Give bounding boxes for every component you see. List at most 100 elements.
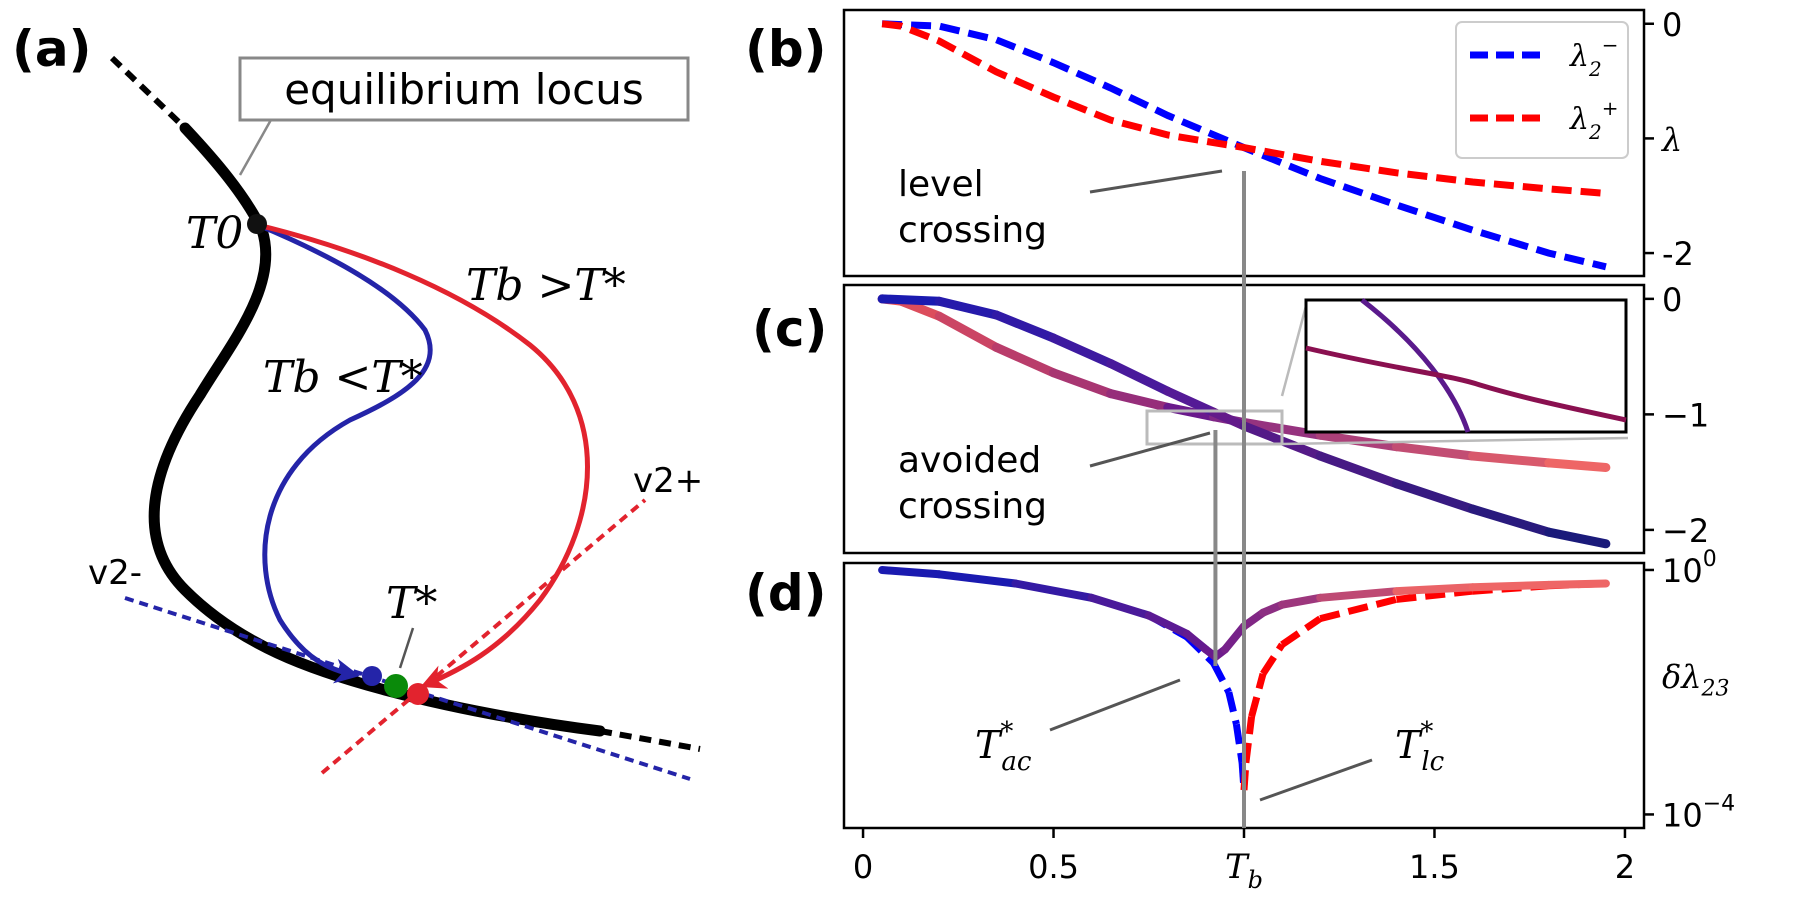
trajectory-red: [257, 222, 590, 689]
series-segment-c-1-0: [877, 294, 944, 306]
trajectory-blue: [257, 222, 433, 684]
inset-frame: [1304, 298, 1628, 434]
series-segment-c-1-10: [1468, 504, 1554, 537]
series-line-b-1: [881, 20, 1607, 197]
series-segment-d-0-8: [1232, 723, 1246, 764]
series-segment-d-1-14: [1468, 580, 1553, 592]
series-segment-d-1-3: [1087, 593, 1153, 620]
tstar-label: T*: [386, 578, 437, 629]
zoom-connector-top: [1280, 305, 1308, 397]
series-segment-d-1-13: [1392, 583, 1477, 596]
v2-minus-direction-line: [124, 596, 691, 781]
xtick-label: Tb: [1225, 847, 1263, 894]
series-segment-d-0-14: [1280, 615, 1323, 648]
zoom-inset: [1304, 298, 1628, 434]
level-crossing-label-line2: crossing: [898, 210, 1047, 251]
series-segment-d-1-12: [1316, 587, 1401, 602]
xtick-label: 2: [1615, 848, 1635, 886]
inset-curve-blue-branch: [1360, 298, 1471, 433]
locus-dashed-bottom: [599, 728, 701, 752]
series-segment-d-0-15: [1319, 596, 1398, 622]
series-line-b-0: [881, 20, 1607, 271]
blue-endpoint: [362, 666, 382, 686]
level-crossing-leader: [1089, 169, 1223, 194]
panel-b-legend: λ2− λ2+: [1455, 21, 1629, 159]
tlc-leader: [1259, 758, 1373, 802]
series-segment-d-0-7: [1225, 691, 1240, 726]
ytick-label: 0: [1662, 281, 1682, 319]
tb-less-label: Tb <T*: [263, 352, 423, 403]
series-segment-c-1-8: [1315, 451, 1401, 489]
series-segment-c-1-5: [1163, 386, 1218, 417]
series-segment-d-1-0: [878, 566, 944, 579]
avoided-crossing-leader: [1089, 431, 1211, 468]
series-segment-c-0-2: [934, 311, 1001, 352]
ytick-label: −1: [1662, 396, 1709, 434]
series-segment-d-0-13: [1260, 642, 1286, 676]
panel-c: (c) avoided crossing: [752, 283, 1646, 555]
panel-b: (b) λ2− λ2+ level crossing: [745, 8, 1646, 278]
v2-plus-label: v2+: [633, 461, 703, 501]
panel-label-c: (c): [752, 300, 827, 358]
series-segment-c-1-4: [1106, 359, 1173, 396]
zoom-connector-bottom: [1281, 436, 1629, 446]
series-segment-d-1-5: [1182, 629, 1210, 654]
series-segment-c-1-2: [991, 310, 1058, 343]
series-segment-c-0-12: [1544, 458, 1611, 472]
panel-label-a: (a): [12, 20, 91, 78]
series-segment-c-0-4: [1049, 368, 1116, 399]
panel-a-schematic: (a) equilibrium locus T0 Tb >T* Tb <T* T…: [12, 20, 703, 781]
series-segment-c-0-11: [1468, 451, 1554, 468]
panel-label-b: (b): [745, 20, 827, 78]
red-endpoint: [407, 683, 429, 705]
series-segment-c-1-9: [1391, 479, 1478, 514]
avoided-crossing-label-line2: crossing: [898, 486, 1047, 527]
vertical-marker-lines: [1213, 171, 1246, 828]
shared-x-axis: 0 0.5 Tb 1.5 2: [853, 828, 1635, 894]
locus-label-box: [238, 56, 690, 122]
t0-label: T0: [186, 208, 243, 259]
ytick-label: −2: [1662, 512, 1709, 550]
avoided-crossing-label-line1: avoided: [898, 440, 1041, 481]
panel-label-d: (d): [745, 564, 827, 622]
tstar-leader: [398, 627, 415, 669]
series-segment-d-1-8: [1221, 622, 1248, 654]
series-segment-c-0-5: [1106, 389, 1173, 412]
series-segment-c-1-6: [1209, 407, 1249, 431]
level-crossing-label-line1: level: [898, 164, 984, 205]
tb-greater-label: Tb >T*: [466, 260, 626, 311]
ytick-label: λ: [1660, 120, 1682, 158]
series-segment-c-1-1: [934, 296, 1001, 320]
inset-curve-red-branch: [1305, 345, 1627, 423]
locus-label-leader: [238, 117, 274, 176]
panel-d-ylabel: δλ23: [1662, 658, 1730, 702]
panel-b-plot: [881, 20, 1607, 271]
v2-minus-label: v2-: [88, 553, 142, 593]
series-segment-c-0-3: [991, 342, 1058, 378]
series-segment-d-1-1: [935, 570, 1020, 588]
t0-point: [247, 214, 267, 234]
ytick-label: -2: [1662, 235, 1694, 273]
ytick-label: 10−4: [1662, 791, 1735, 834]
ytick-label: 100: [1662, 547, 1717, 590]
xtick-label: 0: [853, 848, 873, 886]
series-segment-d-1-11: [1278, 593, 1325, 609]
tac-label: T* ac: [975, 717, 1032, 777]
v2-plus-direction-line: [320, 498, 647, 775]
series-segment-c-1-11: [1544, 527, 1611, 549]
panel-d: (d) T* ac T* lc: [745, 561, 1646, 830]
series-segment-d-0-11: [1242, 716, 1256, 764]
series-segment-d-1-15: [1544, 579, 1610, 589]
tstar-point: [384, 674, 408, 698]
tlc-label: T* lc: [1395, 717, 1445, 777]
xtick-label: 0.5: [1028, 848, 1079, 886]
series-segment-d-0-12: [1248, 672, 1267, 718]
locus-dashed-top: [109, 55, 188, 131]
series-segment-d-1-4: [1144, 611, 1191, 638]
series-segment-c-0-9: [1315, 430, 1401, 452]
xtick-label: 1.5: [1409, 848, 1460, 886]
series-segment-d-1-2: [1011, 579, 1096, 602]
series-segment-c-0-10: [1391, 442, 1478, 461]
